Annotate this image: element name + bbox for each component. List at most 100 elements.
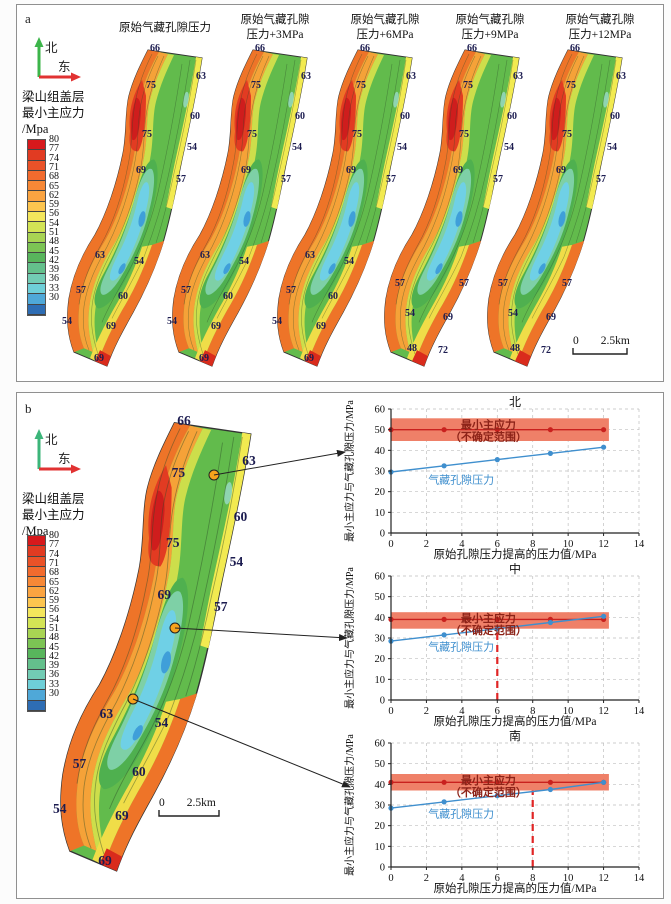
contour-value-label: 75 — [166, 534, 180, 550]
svg-text:10: 10 — [563, 706, 574, 717]
svg-text:60: 60 — [375, 572, 386, 583]
contour-value-label: 66 — [255, 43, 265, 55]
colorbar-tick: 65 — [49, 576, 59, 588]
svg-text:10: 10 — [375, 508, 386, 519]
contour-map-original: 66 63 75 60 75 54 69 57 63 54 57 60 54 69 69 — [62, 44, 222, 381]
svg-text:50: 50 — [375, 759, 386, 770]
contour-value-label: 54 — [397, 142, 407, 154]
svg-text:4: 4 — [459, 539, 465, 550]
svg-text:10: 10 — [563, 873, 574, 884]
colorbar-tick: 68 — [49, 567, 59, 579]
contour-value-label: 63 — [95, 249, 105, 261]
compass-icon: 北 东 — [34, 429, 81, 474]
colorbar-tick: 36 — [49, 273, 59, 285]
blue-series-annotation: 气藏孔隙压力 — [428, 806, 494, 820]
contour-value-label: 69 — [136, 165, 146, 177]
data-point — [547, 450, 553, 456]
svg-text:4: 4 — [459, 873, 465, 884]
contour-value-label: 60 — [507, 110, 517, 122]
colorbar-tick: 45 — [49, 245, 59, 257]
contour-value-label: 75 — [251, 79, 261, 91]
colorbar-tick: 54 — [49, 613, 59, 625]
colorbar-tick: 56 — [49, 604, 59, 616]
contour-value-label: 63 — [406, 70, 416, 82]
map-title-5: 原始气藏孔隙 压力+12MPa — [565, 14, 635, 41]
map-title-2: 原始气藏孔隙 压力+3MPa — [240, 14, 310, 41]
svg-text:4: 4 — [459, 706, 465, 717]
svg-text:（不确定范围）: （不确定范围） — [450, 429, 527, 443]
contour-value-label: 75 — [171, 465, 186, 481]
contour-map-graphic — [277, 49, 413, 367]
data-point — [441, 427, 447, 433]
contour-value-label: 63 — [616, 70, 626, 82]
colorbar-tick: 42 — [49, 650, 59, 662]
contour-map-plus6mpa: 66 63 75 60 75 54 69 57 63 54 57 60 54 69 69 — [272, 44, 432, 381]
svg-text:40: 40 — [375, 613, 386, 624]
contour-value-label: 57 — [498, 277, 508, 289]
contour-value-label: 60 — [118, 290, 128, 302]
svg-text:0: 0 — [380, 863, 385, 874]
contour-value-label: 54 — [239, 255, 249, 267]
band-annotation: 最小主应力 — [461, 773, 516, 787]
svg-text:8: 8 — [530, 539, 535, 550]
svg-text:0: 0 — [380, 529, 385, 540]
colorbar-tick: 30 — [49, 292, 59, 303]
svg-text:14: 14 — [634, 706, 645, 717]
colorbar-tick: 59 — [49, 199, 59, 211]
stress-colorbar: 80 77 74 71 68 65 62 59 56 54 51 48 45 42 39 36 33 30 — [27, 531, 77, 712]
contour-value-label: 57 — [281, 174, 291, 186]
x-axis-label: 原始孔隙压力提高的压力值/MPa — [434, 547, 597, 561]
contour-value-label: 57 — [493, 174, 503, 186]
colorbar-tick: 45 — [49, 641, 59, 653]
line-chart-north: 最小主应力（不确定范围） 气藏孔隙压力 0 2 4 6 8 10 12 14 0 10 20 30 40 50… — [343, 396, 645, 561]
svg-text:40: 40 — [375, 446, 386, 457]
svg-text:40: 40 — [375, 780, 386, 791]
contour-value-label: 54 — [53, 800, 67, 816]
contour-value-label: 75 — [463, 79, 473, 91]
contour-value-label: 72 — [438, 345, 448, 357]
east-label: 东 — [58, 452, 71, 466]
svg-text:14: 14 — [634, 539, 645, 550]
svg-text:60: 60 — [375, 405, 386, 416]
contour-map-graphic — [67, 49, 203, 367]
contour-value-label: 54 — [508, 308, 518, 320]
svg-text:30: 30 — [375, 467, 386, 478]
svg-text:（不确定范围）: （不确定范围） — [450, 785, 527, 799]
scalebar: 0 2.5km — [155, 797, 225, 822]
contour-value-label: 54 — [504, 142, 514, 154]
contour-value-label: 54 — [167, 316, 177, 328]
contour-value-label: 69 — [443, 312, 453, 324]
north-label: 北 — [45, 41, 58, 55]
scalebar: 0 2.5km — [569, 335, 633, 360]
contour-value-label: 63 — [99, 706, 114, 722]
contour-value-label: 57 — [72, 755, 87, 771]
colorbar-tick: 62 — [49, 189, 59, 201]
contour-value-label: 63 — [196, 70, 206, 82]
data-point — [547, 427, 553, 433]
contour-value-label: 69 — [241, 165, 251, 177]
map-title-4: 原始气藏孔隙 压力+9MPa — [455, 14, 525, 41]
data-point — [441, 632, 447, 638]
contour-value-label: 63 — [200, 249, 210, 261]
contour-value-label: 72 — [541, 345, 551, 357]
x-axis-label: 原始孔隙压力提高的压力值/MPa — [434, 881, 597, 895]
stress-colorbar: 80 77 74 71 68 65 62 59 56 54 51 48 45 42 39 36 33 30 — [27, 135, 77, 316]
contour-value-label: 54 — [62, 316, 72, 328]
contour-value-label: 57 — [76, 284, 86, 296]
y-axis-label: 最小主应力与气藏孔隙压力/MPa — [343, 734, 356, 876]
colorbar-tick: 71 — [49, 557, 59, 569]
colorbar-tick: 39 — [49, 264, 59, 276]
contour-value-label: 54 — [344, 255, 354, 267]
colorbar-tick: 48 — [49, 632, 59, 644]
contour-map-graphic — [487, 49, 623, 367]
svg-text:30: 30 — [375, 634, 386, 645]
svg-text:12: 12 — [598, 706, 609, 717]
colorbar-tick: 80 — [49, 530, 59, 541]
contour-value-label: 63 — [242, 452, 256, 468]
chart-region-title: 中 — [509, 563, 521, 576]
svg-text:2: 2 — [424, 873, 429, 884]
colorbar-tick: 51 — [49, 226, 59, 238]
x-axis-label: 原始孔隙压力提高的压力值/MPa — [434, 714, 597, 728]
contour-value-label: 48 — [510, 343, 520, 355]
